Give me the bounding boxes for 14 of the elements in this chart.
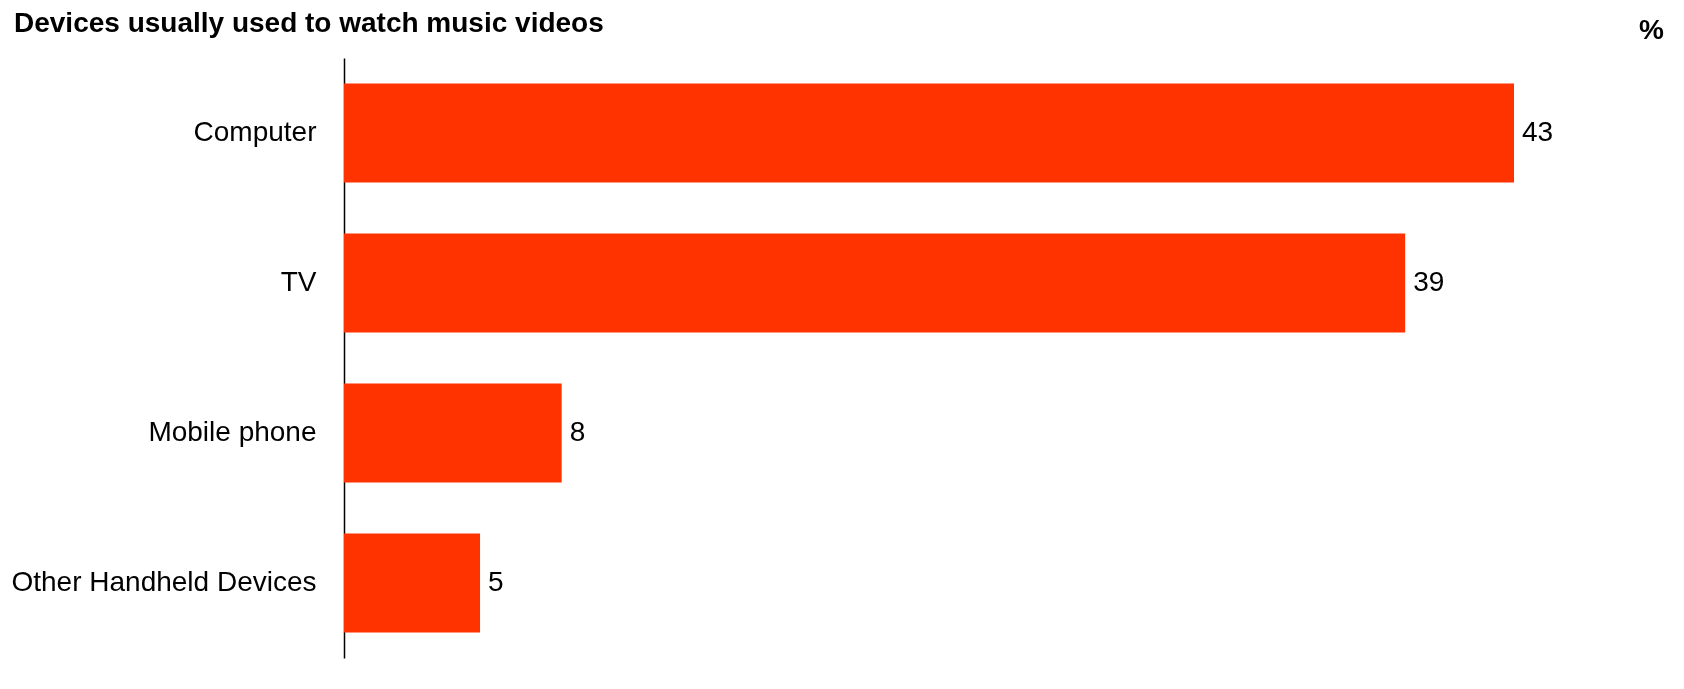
bar (344, 533, 481, 633)
data-label: 39 (1413, 266, 1445, 297)
bar (344, 83, 1514, 183)
bar (344, 383, 562, 483)
y-tick-label: Other Handheld Devices (11, 566, 317, 597)
data-label: 43 (1522, 116, 1554, 147)
y-tick-label: Computer (193, 116, 317, 147)
bar (344, 233, 1406, 333)
data-label: 5 (488, 566, 504, 597)
y-tick-label: TV (280, 266, 317, 297)
y-tick-label: Mobile phone (148, 416, 317, 447)
chart-title: Devices usually used to watch music videos (14, 7, 604, 38)
data-label: 8 (569, 416, 586, 447)
text: % (1639, 14, 1664, 46)
